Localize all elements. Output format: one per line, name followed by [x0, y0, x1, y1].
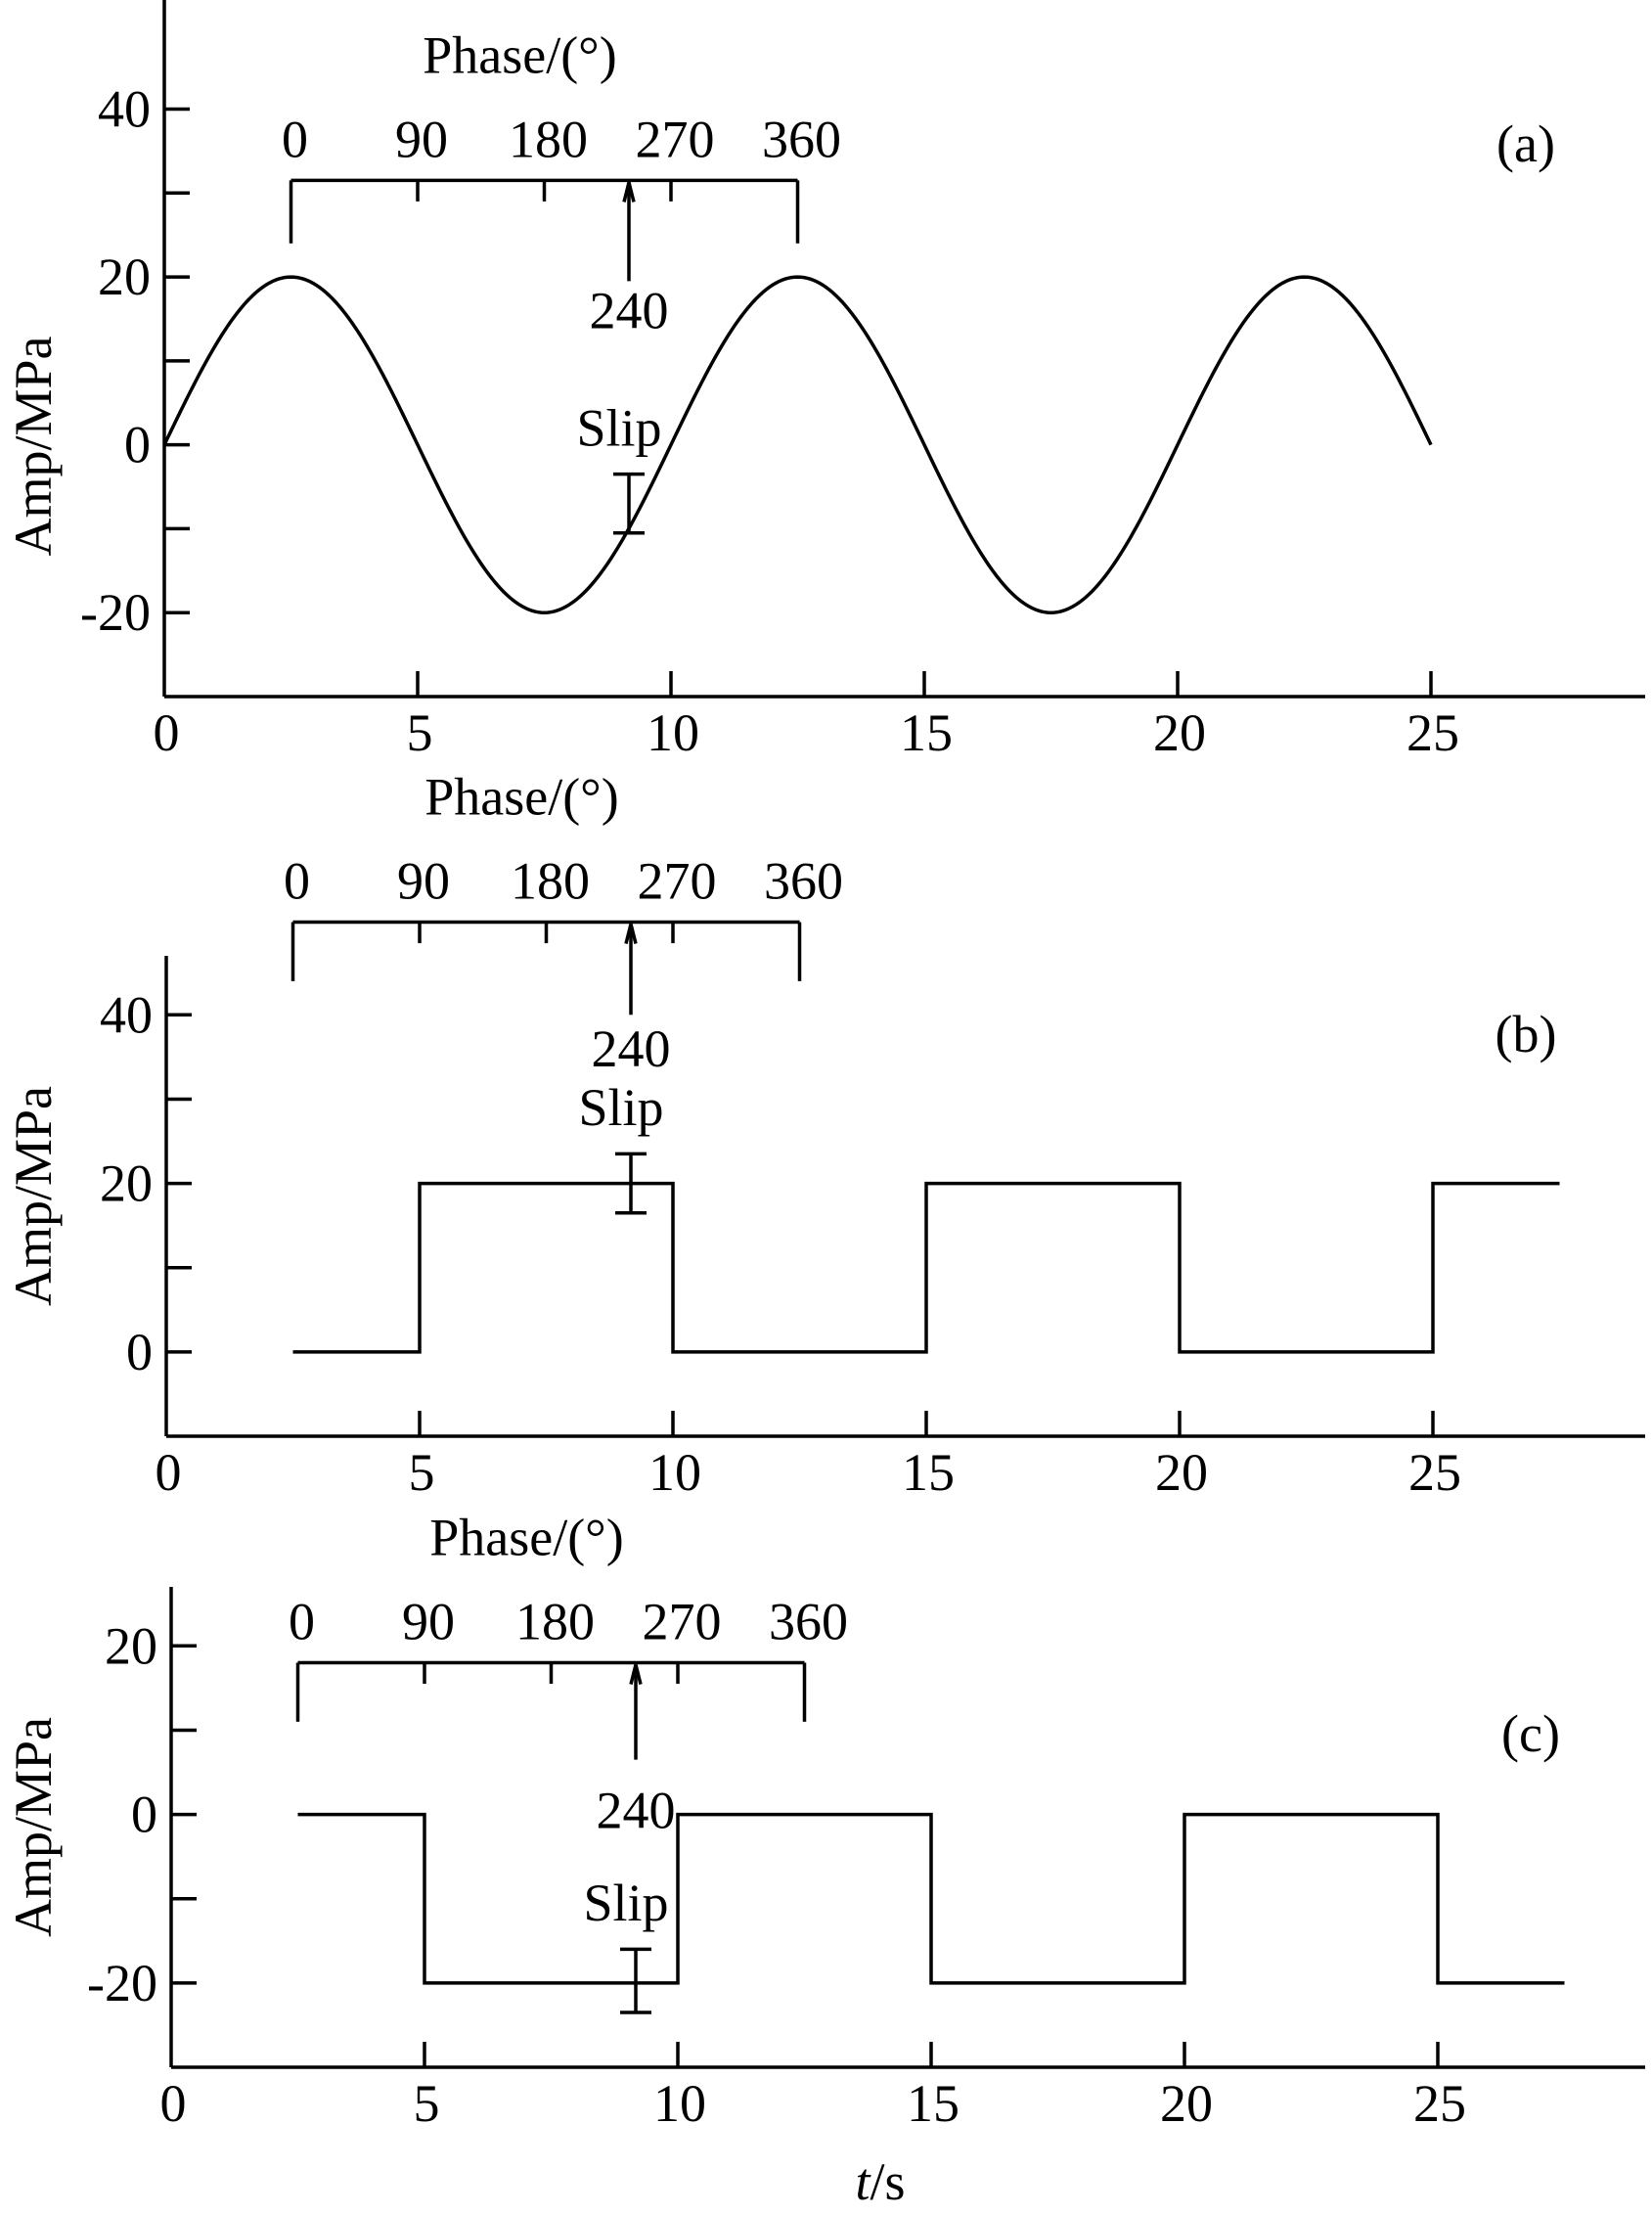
x-tick-label: 25	[1406, 703, 1459, 762]
x-axis-label-variable: t	[855, 2152, 871, 2211]
phase-marker-arrow	[624, 924, 638, 944]
x-tick-label: 0	[160, 2074, 187, 2133]
series-line	[297, 1812, 1565, 1985]
y-axis-label: Amp/MPa	[4, 1717, 63, 1937]
panel-c: -20 0 20 0 5 10 15 20 25 Amp/MPa (c) 0 90 180 270 360 Ph…	[4, 1509, 1645, 2133]
slip-label: Slip	[578, 1078, 663, 1137]
phase-label: 90	[402, 1593, 455, 1651]
y-tick-label: -20	[87, 1954, 157, 2012]
phase-label: 360	[769, 1593, 848, 1651]
y-axis-label: Amp/MPa	[4, 1086, 63, 1306]
phase-label: 0	[289, 1593, 315, 1651]
phase-label: 270	[638, 852, 717, 911]
phase-label: 360	[764, 852, 843, 911]
x-tick-label: 10	[647, 703, 699, 762]
phase-label: 180	[509, 110, 588, 168]
phase-label: 90	[397, 852, 450, 911]
slip-label: Slip	[576, 398, 661, 457]
x-tick-label: 10	[653, 2074, 706, 2133]
x-axis-label: t/s	[855, 2152, 905, 2211]
phase-title: Phase/(°)	[423, 25, 617, 84]
panel-a: -20 0 20 40 0 5 10 15 20 25 Amp/MPa (a) 0 90 180 270 360…	[4, 0, 1645, 762]
phase-label: 270	[643, 1593, 722, 1651]
x-tick-label: 25	[1413, 2074, 1466, 2133]
panel-b: 0 20 40 0 5 10 15 20 25 Amp/MPa (b) 0 90 180 270 360 Pha…	[4, 768, 1645, 1502]
y-tick-label: -20	[80, 583, 151, 642]
x-tick-label: 25	[1408, 1443, 1461, 1502]
x-tick-label: 5	[407, 703, 433, 762]
phase-marker-label: 240	[590, 281, 669, 339]
x-axis-label-unit: /s	[870, 2152, 905, 2211]
panel-label: (c)	[1501, 1704, 1560, 1763]
y-tick-label: 40	[100, 985, 153, 1044]
y-tick-label: 0	[126, 1323, 153, 1381]
series-line	[292, 1181, 1560, 1354]
panel-label: (b)	[1496, 1005, 1557, 1063]
x-tick-label: 15	[902, 1443, 955, 1502]
x-tick-label: 5	[409, 1443, 435, 1502]
y-tick-label: 20	[105, 1616, 157, 1675]
x-tick-label: 0	[156, 1443, 182, 1502]
phase-label: 90	[395, 110, 448, 168]
y-tick-label: 0	[124, 416, 151, 474]
phase-marker-arrow	[629, 1664, 643, 1685]
phase-marker-label: 240	[597, 1781, 676, 1839]
series-line	[162, 275, 1433, 614]
phase-marker-arrow	[622, 182, 636, 203]
x-tick-label: 20	[1160, 2074, 1213, 2133]
phase-label: 0	[284, 852, 310, 911]
phase-label: 180	[511, 852, 590, 911]
y-tick-label: 20	[100, 1154, 153, 1213]
x-tick-label: 10	[648, 1443, 701, 1502]
y-tick-label: 20	[98, 248, 151, 306]
phase-title: Phase/(°)	[424, 768, 619, 827]
x-tick-label: 20	[1153, 703, 1206, 762]
phase-label: 0	[282, 110, 308, 168]
x-tick-label: 15	[900, 703, 953, 762]
slip-label: Slip	[583, 1874, 668, 1932]
panel-label: (a)	[1496, 114, 1555, 173]
phase-label: 180	[515, 1593, 595, 1651]
x-tick-label: 0	[154, 703, 180, 762]
phase-marker-label: 240	[592, 1019, 671, 1078]
phase-label: 270	[636, 110, 715, 168]
x-tick-label: 20	[1155, 1443, 1208, 1502]
y-tick-label: 40	[98, 80, 151, 139]
phase-title: Phase/(°)	[429, 1509, 624, 1567]
x-tick-label: 5	[414, 2074, 440, 2133]
y-tick-label: 0	[131, 1785, 157, 1844]
x-tick-label: 15	[907, 2074, 960, 2133]
phase-label: 360	[762, 110, 841, 168]
y-axis-label: Amp/MPa	[4, 336, 63, 556]
